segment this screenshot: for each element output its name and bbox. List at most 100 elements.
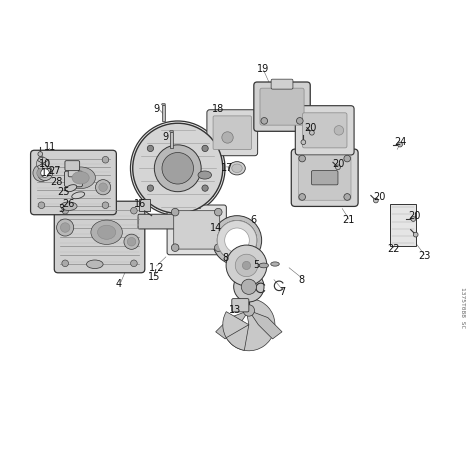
Ellipse shape: [65, 185, 77, 191]
Text: 23: 23: [418, 251, 430, 261]
Ellipse shape: [91, 220, 122, 245]
Ellipse shape: [86, 260, 103, 268]
Circle shape: [41, 169, 49, 177]
Ellipse shape: [72, 172, 89, 184]
Circle shape: [234, 272, 264, 302]
Circle shape: [130, 121, 225, 216]
Wedge shape: [37, 157, 43, 164]
Text: 13: 13: [228, 305, 241, 316]
Circle shape: [102, 202, 109, 209]
Ellipse shape: [228, 162, 246, 175]
Bar: [162, 105, 165, 121]
Circle shape: [226, 245, 267, 286]
Circle shape: [243, 305, 255, 316]
Circle shape: [99, 183, 107, 191]
Circle shape: [242, 261, 251, 270]
Circle shape: [62, 208, 69, 214]
Text: 20: 20: [373, 191, 385, 202]
Circle shape: [225, 228, 249, 253]
Text: 27: 27: [48, 165, 61, 176]
Circle shape: [222, 132, 233, 143]
Bar: [390, 204, 416, 246]
Wedge shape: [43, 157, 48, 164]
Circle shape: [301, 140, 306, 145]
Ellipse shape: [170, 130, 173, 132]
Circle shape: [214, 209, 222, 216]
Text: 19: 19: [257, 64, 269, 74]
Circle shape: [316, 117, 321, 122]
Circle shape: [336, 165, 340, 170]
Circle shape: [37, 165, 53, 181]
Text: 4: 4: [116, 279, 121, 290]
FancyBboxPatch shape: [138, 214, 218, 229]
Circle shape: [61, 223, 70, 232]
Text: 3: 3: [59, 203, 64, 214]
FancyBboxPatch shape: [207, 110, 257, 155]
Ellipse shape: [271, 262, 279, 266]
Text: 1,2: 1,2: [149, 263, 164, 273]
FancyBboxPatch shape: [65, 161, 80, 171]
FancyBboxPatch shape: [311, 171, 338, 185]
Wedge shape: [36, 161, 43, 167]
Circle shape: [38, 202, 45, 209]
Text: 6: 6: [251, 215, 256, 226]
Ellipse shape: [98, 225, 116, 239]
Text: 17: 17: [221, 163, 234, 173]
Circle shape: [217, 220, 257, 260]
Circle shape: [130, 208, 137, 214]
Circle shape: [299, 194, 305, 200]
FancyBboxPatch shape: [232, 299, 249, 312]
Text: 18: 18: [212, 104, 224, 114]
FancyBboxPatch shape: [167, 205, 226, 255]
Circle shape: [133, 123, 223, 213]
Text: 21: 21: [342, 215, 355, 226]
Text: 8: 8: [222, 253, 228, 264]
Text: 25: 25: [58, 187, 70, 197]
Text: 20: 20: [304, 123, 317, 133]
Text: 22: 22: [387, 244, 400, 254]
Circle shape: [374, 198, 378, 203]
Text: 7: 7: [279, 286, 285, 297]
FancyBboxPatch shape: [299, 155, 351, 200]
Circle shape: [296, 118, 303, 124]
Circle shape: [33, 164, 50, 182]
FancyBboxPatch shape: [173, 210, 219, 249]
Text: 26: 26: [63, 199, 75, 209]
Wedge shape: [37, 164, 43, 170]
Circle shape: [38, 156, 45, 163]
FancyBboxPatch shape: [31, 150, 117, 215]
Circle shape: [241, 279, 256, 294]
FancyBboxPatch shape: [302, 113, 347, 148]
Circle shape: [299, 155, 305, 162]
Circle shape: [155, 145, 201, 191]
Circle shape: [38, 152, 43, 156]
Text: 9: 9: [154, 104, 159, 114]
Bar: [175, 225, 180, 244]
Text: 16: 16: [134, 199, 146, 209]
FancyBboxPatch shape: [64, 171, 82, 187]
Text: 10: 10: [39, 158, 51, 169]
Ellipse shape: [198, 171, 211, 179]
Circle shape: [261, 118, 267, 124]
Circle shape: [411, 217, 416, 221]
Circle shape: [217, 220, 257, 260]
Circle shape: [62, 260, 69, 266]
Wedge shape: [223, 299, 275, 351]
Text: 1375T088 SC: 1375T088 SC: [460, 287, 465, 329]
Text: 11: 11: [44, 142, 56, 152]
Circle shape: [57, 219, 74, 236]
Circle shape: [172, 244, 179, 251]
Circle shape: [95, 180, 110, 195]
Circle shape: [36, 168, 46, 178]
Circle shape: [344, 194, 351, 200]
FancyBboxPatch shape: [295, 106, 354, 155]
FancyBboxPatch shape: [254, 82, 310, 131]
Wedge shape: [43, 164, 48, 170]
Circle shape: [162, 153, 193, 184]
Text: 14: 14: [210, 222, 222, 233]
Circle shape: [398, 142, 402, 147]
Circle shape: [172, 209, 179, 216]
Circle shape: [202, 145, 208, 152]
Circle shape: [344, 155, 351, 162]
Circle shape: [310, 130, 314, 135]
